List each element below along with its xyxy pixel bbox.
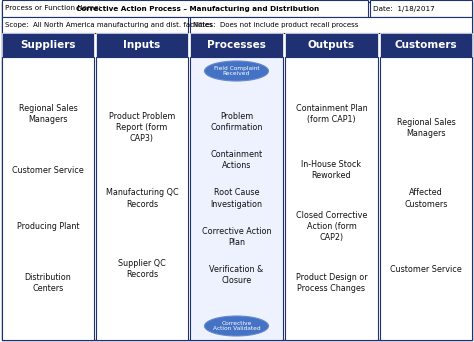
Text: Distribution
Centers: Distribution Centers (25, 273, 72, 293)
FancyBboxPatch shape (370, 0, 472, 17)
Text: Closed Corrective
Action (form
CAP2): Closed Corrective Action (form CAP2) (296, 211, 367, 242)
FancyBboxPatch shape (2, 57, 94, 340)
Text: Notes:  Does not include product recall process: Notes: Does not include product recall p… (193, 22, 358, 28)
Text: Customer Service: Customer Service (12, 166, 84, 175)
Text: Problem
Confirmation: Problem Confirmation (210, 112, 263, 132)
Text: Scope:  All North America manufacturing and dist. facilities: Scope: All North America manufacturing a… (5, 22, 213, 28)
Text: Regional Sales
Managers: Regional Sales Managers (18, 104, 77, 124)
Text: Regional Sales
Managers: Regional Sales Managers (397, 118, 456, 138)
Text: Customer Service: Customer Service (390, 265, 462, 274)
Text: In-House Stock
Reworked: In-House Stock Reworked (301, 160, 362, 180)
FancyBboxPatch shape (285, 33, 378, 57)
Text: Affected
Customers: Affected Customers (404, 188, 447, 209)
FancyBboxPatch shape (96, 33, 188, 57)
Ellipse shape (204, 316, 268, 336)
FancyBboxPatch shape (190, 57, 283, 340)
FancyBboxPatch shape (380, 33, 472, 57)
Text: Corrective Action
Plan: Corrective Action Plan (202, 227, 271, 247)
Text: Product Design or
Process Changes: Product Design or Process Changes (296, 273, 367, 293)
FancyBboxPatch shape (190, 33, 283, 57)
FancyBboxPatch shape (2, 17, 188, 33)
Text: Outputs: Outputs (308, 40, 355, 50)
Text: Containment Plan
(form CAP1): Containment Plan (form CAP1) (296, 104, 367, 124)
Text: Manufacturing QC
Records: Manufacturing QC Records (106, 188, 178, 209)
Text: Suppliers: Suppliers (20, 40, 76, 50)
FancyBboxPatch shape (2, 2, 472, 340)
Text: Field Complaint
Received: Field Complaint Received (214, 66, 259, 76)
Text: Product Problem
Report (form
CAP3): Product Problem Report (form CAP3) (109, 112, 175, 143)
Text: Processes: Processes (207, 40, 266, 50)
Text: Date:  1/18/2017: Date: 1/18/2017 (373, 5, 435, 12)
Text: Supplier QC
Records: Supplier QC Records (118, 259, 166, 279)
FancyBboxPatch shape (96, 57, 188, 340)
FancyBboxPatch shape (285, 57, 378, 340)
Text: Root Cause
Investigation: Root Cause Investigation (210, 188, 263, 209)
FancyBboxPatch shape (2, 0, 368, 17)
Text: Corrective Action Process – Manufacturing and Distribution: Corrective Action Process – Manufacturin… (76, 5, 319, 12)
Text: Producing Plant: Producing Plant (17, 222, 79, 231)
Text: Process or Function Name:: Process or Function Name: (5, 5, 106, 12)
Text: Corrective
Action Validated: Corrective Action Validated (213, 320, 260, 331)
Text: Containment
Actions: Containment Actions (210, 150, 263, 170)
FancyBboxPatch shape (190, 17, 472, 33)
Ellipse shape (204, 61, 268, 81)
FancyBboxPatch shape (380, 57, 472, 340)
FancyBboxPatch shape (2, 33, 94, 57)
Text: Inputs: Inputs (123, 40, 161, 50)
Text: Verification &
Closure: Verification & Closure (210, 265, 264, 285)
Text: Customers: Customers (395, 40, 457, 50)
